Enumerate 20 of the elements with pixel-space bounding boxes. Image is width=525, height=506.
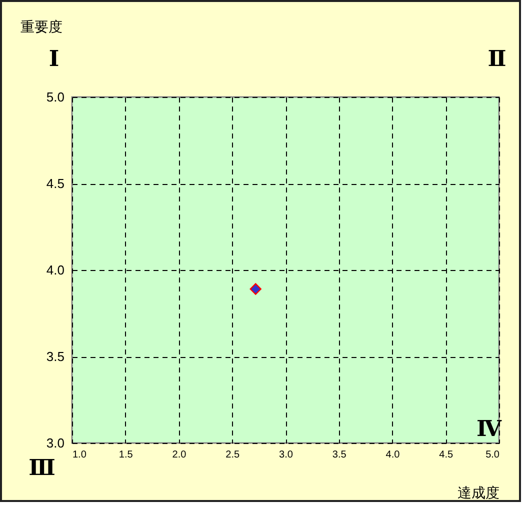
x-tick-label: 3.0 xyxy=(279,450,294,460)
x-tick-label: 3.5 xyxy=(332,450,347,460)
x-tick-label: 4.5 xyxy=(439,450,454,460)
y-tick-label: 3.0 xyxy=(46,436,64,450)
y-tick-label: 4.5 xyxy=(46,176,64,191)
x-tick-label: 2.5 xyxy=(226,450,240,460)
text: Ⅰ xyxy=(48,46,60,71)
x-tick-label: 1.0 xyxy=(72,450,87,460)
x-tick-label: 5.0 xyxy=(486,450,500,460)
annotation: Ⅳ xyxy=(476,416,503,441)
y-tick-label: 4.0 xyxy=(46,262,64,278)
text: Ⅲ xyxy=(28,455,56,480)
x-tick-label: 1.5 xyxy=(118,450,134,460)
x-tick-label: 4.0 xyxy=(386,450,400,460)
y-axis-title: 重要度 xyxy=(20,18,62,34)
y-tick-label: 3.5 xyxy=(46,349,64,364)
text: Ⅱ xyxy=(488,46,506,71)
x-axis-title: 達成度 xyxy=(458,484,500,500)
y-tick-label: 5.0 xyxy=(46,90,64,104)
x-tick-label: 2.0 xyxy=(172,450,187,460)
